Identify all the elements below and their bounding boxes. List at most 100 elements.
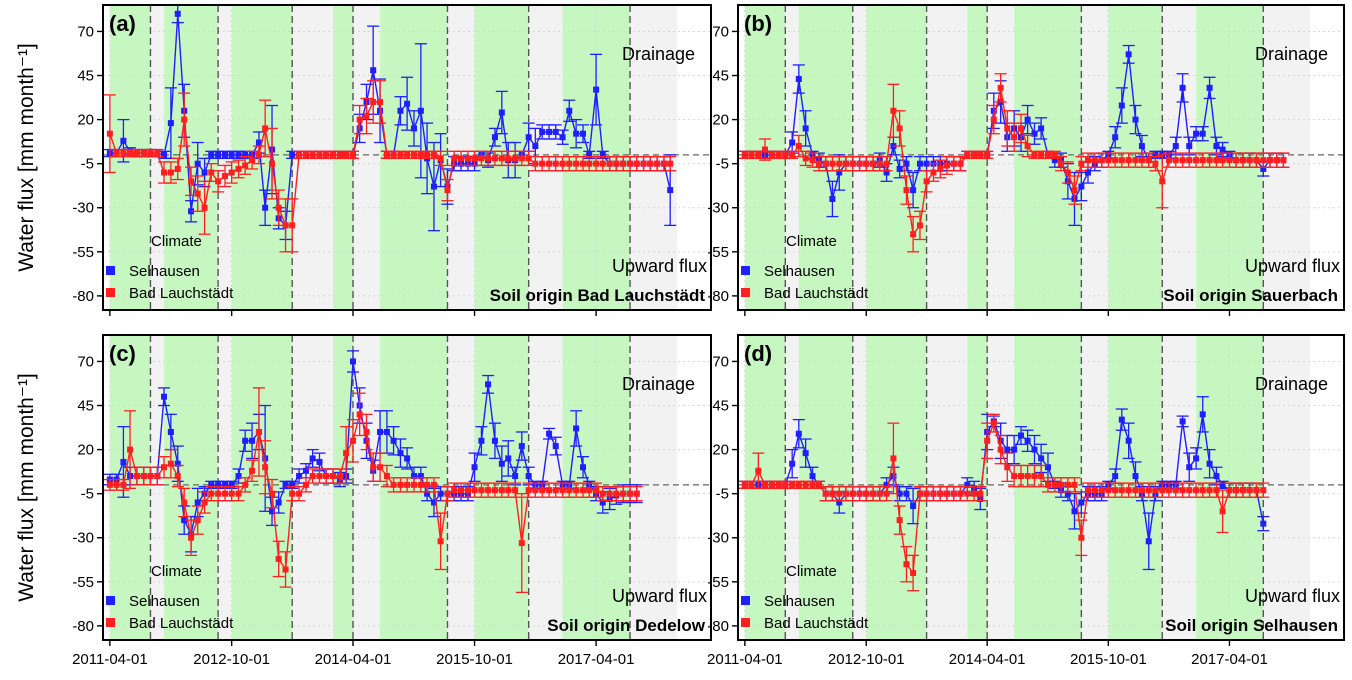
data-point — [167, 460, 174, 467]
data-point — [397, 450, 404, 457]
off-season-band — [352, 5, 381, 310]
data-point — [1024, 437, 1031, 444]
data-point — [593, 160, 600, 167]
data-point — [1084, 487, 1091, 494]
data-point — [302, 151, 309, 158]
panel-label: (d) — [744, 341, 772, 366]
data-point — [1058, 160, 1065, 167]
data-point — [1165, 487, 1172, 494]
data-point — [1017, 473, 1024, 480]
data-point — [397, 107, 404, 114]
data-point — [761, 481, 768, 488]
data-point — [849, 490, 856, 497]
data-point — [755, 467, 762, 474]
data-point — [309, 473, 316, 480]
data-point — [525, 155, 532, 162]
drainage-label: Drainage — [622, 374, 695, 394]
data-point — [330, 473, 337, 480]
data-point — [916, 222, 923, 229]
data-point — [235, 151, 242, 158]
data-point — [1179, 418, 1186, 425]
data-point — [822, 160, 829, 167]
data-point — [255, 139, 262, 146]
data-point — [323, 151, 330, 158]
off-season-band — [987, 5, 1015, 310]
data-point — [1260, 487, 1267, 494]
data-point — [1213, 157, 1220, 164]
data-point — [120, 481, 127, 488]
data-point — [430, 183, 437, 190]
data-point — [741, 151, 748, 158]
data-point — [485, 381, 492, 388]
data-point — [505, 487, 512, 494]
data-point — [1078, 183, 1085, 190]
data-point — [262, 125, 269, 132]
data-point — [181, 116, 188, 123]
data-point — [1186, 157, 1193, 164]
data-point — [1078, 534, 1085, 541]
data-point — [1179, 84, 1186, 91]
y-axis-label: Water flux [mm month⁻¹] — [15, 373, 38, 602]
data-point — [491, 437, 498, 444]
data-point — [566, 160, 573, 167]
y-tick-label: 20 — [77, 112, 94, 129]
data-point — [1118, 416, 1125, 423]
data-point — [1219, 146, 1226, 153]
season-bands — [744, 5, 1311, 310]
data-point — [1199, 411, 1206, 418]
data-point — [957, 490, 964, 497]
data-point — [1233, 487, 1240, 494]
data-point — [842, 160, 849, 167]
data-point — [815, 160, 822, 167]
series-group — [103, 5, 677, 253]
data-point — [532, 143, 539, 150]
growing-season-band — [333, 5, 353, 310]
data-point — [289, 151, 296, 158]
panel-frame — [737, 4, 1345, 311]
data-point — [916, 160, 923, 167]
data-point — [620, 490, 627, 497]
data-point — [1125, 51, 1132, 58]
soil-origin-label: Soil origin Sauerbach — [1163, 286, 1338, 305]
data-point — [748, 481, 755, 488]
data-point — [1024, 143, 1031, 150]
data-point — [235, 165, 242, 172]
data-point — [667, 160, 674, 167]
data-point — [836, 490, 843, 497]
data-point — [829, 160, 836, 167]
data-point — [127, 446, 134, 453]
data-point — [1011, 473, 1018, 480]
data-point — [154, 150, 161, 157]
data-point — [1011, 134, 1018, 141]
data-point — [464, 155, 471, 162]
data-point — [113, 150, 120, 157]
data-point — [748, 151, 755, 158]
x-tick-label: 2011-04-01 — [72, 651, 148, 668]
data-point — [1226, 157, 1233, 164]
data-point — [943, 162, 950, 169]
legend-swatch — [106, 288, 115, 297]
data-point — [552, 128, 559, 135]
data-point — [586, 151, 593, 158]
off-season-band — [150, 335, 164, 640]
off-season-band — [528, 5, 563, 310]
data-point — [349, 358, 356, 365]
data-point — [249, 437, 256, 444]
data-point — [1112, 473, 1119, 480]
data-point — [1145, 157, 1152, 164]
data-point — [829, 195, 836, 202]
y-tick-label: 20 — [712, 112, 729, 129]
data-point — [370, 98, 377, 105]
data-point — [221, 151, 228, 158]
data-point — [627, 490, 634, 497]
data-point — [1064, 481, 1071, 488]
growing-season-band — [333, 335, 353, 640]
data-point — [505, 455, 512, 462]
data-point — [417, 107, 424, 114]
data-point — [275, 204, 282, 211]
data-point — [896, 517, 903, 524]
data-point — [370, 67, 377, 74]
data-point — [1152, 151, 1159, 158]
climate-label: Climate — [786, 233, 837, 250]
data-point — [971, 151, 978, 158]
